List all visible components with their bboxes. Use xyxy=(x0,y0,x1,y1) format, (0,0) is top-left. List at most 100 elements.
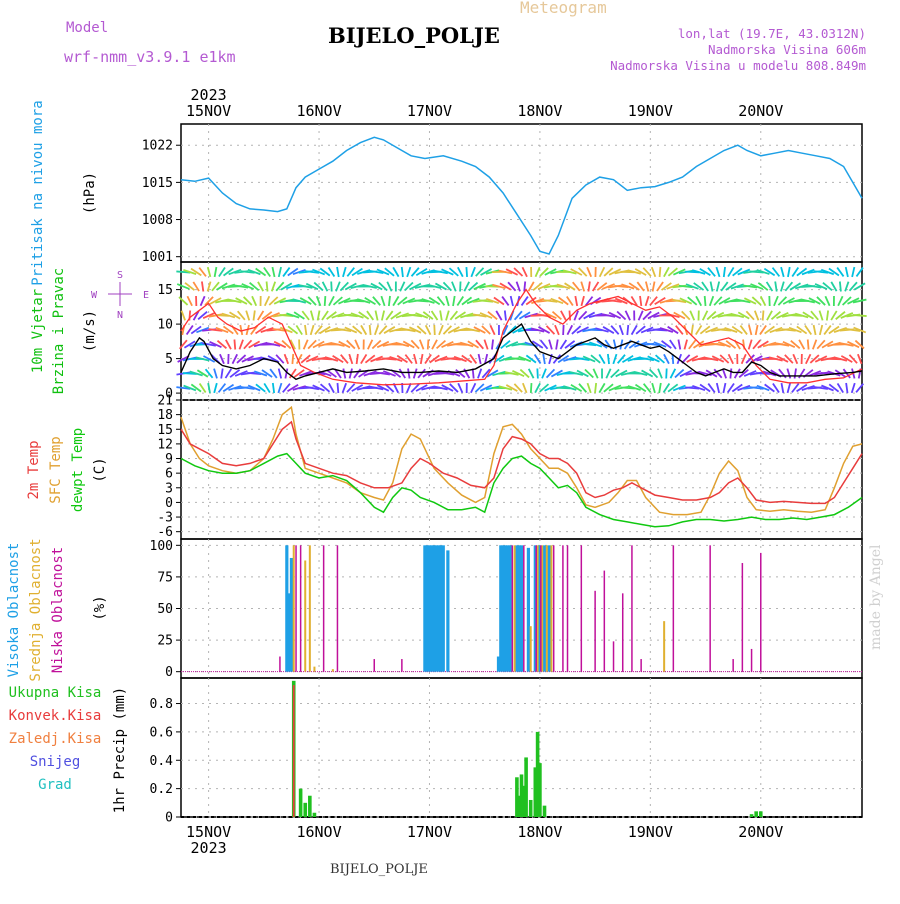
wind-ylabel-2: Brzina i Pravac xyxy=(51,268,67,394)
cloud-low-bar-10 xyxy=(540,545,542,671)
wind-barb-216 xyxy=(337,267,339,277)
wind-barb-756 xyxy=(724,267,725,277)
wind-barb-741 xyxy=(707,312,716,320)
wind-barb-22 xyxy=(191,326,201,333)
wind-barb-119 xyxy=(265,296,270,305)
wind-barb-255 xyxy=(359,312,369,319)
bottom-year-label: 2023 xyxy=(191,839,227,857)
wind-barb-428 xyxy=(484,340,487,350)
bottom-day-label-4: 19NOV xyxy=(628,823,673,841)
wind-barb-169 xyxy=(294,370,304,377)
cloud-high-bar-25 xyxy=(543,545,546,671)
cloud-mid-bar-10 xyxy=(550,545,552,671)
ytick-label-precip-2: 0.4 xyxy=(150,754,174,769)
wind-barb-492 xyxy=(526,355,536,362)
wind-barb-157 xyxy=(288,326,297,333)
wind-barb-247 xyxy=(353,326,362,334)
ytick-label-temperature-7: 15 xyxy=(157,423,173,438)
ytick-label-clouds-1: 25 xyxy=(157,634,173,649)
precip-legend-0: Ukupna Kisa xyxy=(9,685,102,701)
wind-barb-322 xyxy=(408,369,409,379)
cloud-low-bar-15 xyxy=(594,591,596,672)
wind-barb-93 xyxy=(246,311,249,321)
wind-barb-823 xyxy=(765,326,775,333)
wind-barb-494 xyxy=(531,383,532,393)
wind-barb-52 xyxy=(214,369,217,379)
ytick-label-wind-3: 15 xyxy=(157,283,173,298)
ytick-label-precip-1: 0.2 xyxy=(150,782,173,797)
wind-barb-666 xyxy=(660,267,661,277)
model-label: Model xyxy=(66,20,108,36)
wind-barb-796 xyxy=(749,325,751,335)
wind-barb-887 xyxy=(813,340,817,350)
precip-total-bar-4 xyxy=(313,813,317,817)
wind-barb-118 xyxy=(267,282,268,292)
cloud-low-bar-4 xyxy=(337,545,339,671)
wind-barb-512 xyxy=(540,384,549,392)
wind-barb-831 xyxy=(771,312,780,320)
ytick-label-pressure-2: 1015 xyxy=(142,176,173,191)
wind-barb-625 xyxy=(627,325,628,335)
wind-barb-714 xyxy=(690,311,694,321)
precip-ylabel: 1hr Precip (mm) xyxy=(112,687,128,813)
cloud-low-bar-0 xyxy=(279,657,281,672)
wind-barb-29 xyxy=(201,296,205,306)
wind-barb-200 xyxy=(325,296,326,306)
wind-barb-306 xyxy=(402,267,403,277)
wind-barb-676 xyxy=(662,283,672,290)
wind-barb-427 xyxy=(482,326,490,334)
wind-barb-495 xyxy=(535,267,539,277)
wind-barb-307 xyxy=(400,282,404,291)
wind-barb-402 xyxy=(462,355,472,362)
wind-barb-511 xyxy=(542,369,546,379)
wind-barb-649 xyxy=(646,282,648,292)
wind-barb-61 xyxy=(221,369,222,379)
wind-barb-642 xyxy=(639,311,643,321)
wind-barb-316 xyxy=(405,282,413,290)
wind-barb-437 xyxy=(492,340,493,350)
precip-legend-4: Grad xyxy=(38,777,72,793)
wind-barb-206 xyxy=(321,384,330,392)
wind-barb-128 xyxy=(269,297,277,305)
wind-barb-379 xyxy=(452,282,456,292)
cloud-high-bar-22 xyxy=(527,548,530,672)
wind-barb-330 xyxy=(414,354,417,364)
top-day-label-0: 15NOV xyxy=(186,102,231,120)
wind-barb-175 xyxy=(305,325,306,335)
wind-barb-586 xyxy=(597,283,606,290)
wind-barb-948 xyxy=(853,315,867,316)
wind-barb-63 xyxy=(224,268,234,275)
wind-barb-184 xyxy=(311,325,314,335)
ytick-label-clouds-2: 50 xyxy=(157,602,173,617)
compass-letter-2: E xyxy=(143,290,149,301)
precip-total-bar-15 xyxy=(750,814,754,817)
cloud-high-bar-18 xyxy=(508,545,511,671)
cloud-low-bar-23 xyxy=(732,659,734,672)
wind-barb-210 xyxy=(327,312,337,319)
wind-barb-339 xyxy=(421,354,423,364)
cloud-high-bar-21 xyxy=(520,545,523,671)
wind-barb-610 xyxy=(611,369,619,377)
precip-total-bar-2 xyxy=(303,803,307,817)
wind-barb-331 xyxy=(414,369,417,379)
pressure-unit-label: (hPa) xyxy=(82,172,98,214)
wind-barb-615 xyxy=(617,312,625,320)
wind-barb-10 xyxy=(185,283,194,290)
credit-label: made by Angel xyxy=(868,545,884,651)
wind-barb-830 xyxy=(774,296,778,306)
cloud-low-bar-19 xyxy=(631,545,633,671)
wind-barb-707 xyxy=(684,340,687,350)
wind-barb-772 xyxy=(730,369,731,379)
wind-barb-583 xyxy=(593,369,597,378)
wind-barb-455 xyxy=(501,341,510,349)
wind-barb-737 xyxy=(700,385,710,392)
wind-barb-396 xyxy=(466,267,467,277)
wind-barb-860 xyxy=(791,341,800,349)
cloud-low-bar-6 xyxy=(401,659,403,672)
precip-total-bar-13 xyxy=(538,763,542,817)
wind-barb-713 xyxy=(688,297,697,305)
pressure-line xyxy=(181,137,862,254)
wind-barb-748 xyxy=(717,282,719,292)
wind-barb-300 xyxy=(391,312,401,319)
wind-barb-920 xyxy=(838,296,842,305)
